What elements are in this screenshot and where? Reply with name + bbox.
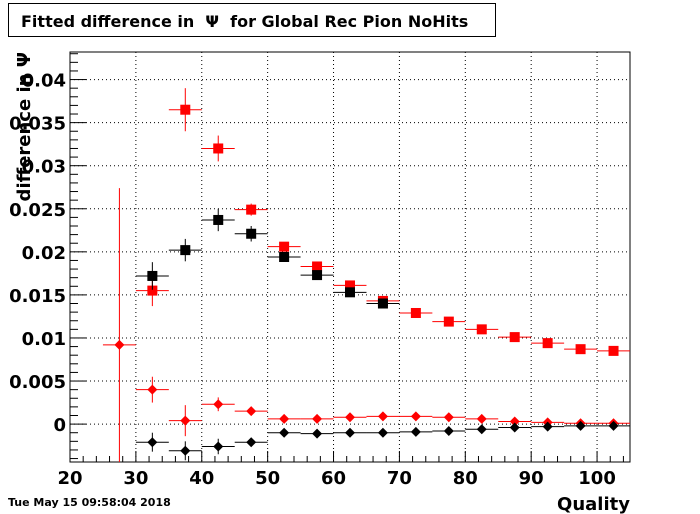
data-point-square (575, 344, 586, 355)
data-point-diamond (410, 426, 421, 437)
data-point-square (542, 338, 553, 349)
data-point-square (410, 307, 421, 318)
timestamp: Tue May 15 09:58:04 2018 (8, 496, 171, 509)
x-tick-label: 60 (321, 468, 346, 489)
data-point-diamond (509, 422, 520, 433)
x-tick-label: 90 (519, 468, 544, 489)
data-point-diamond (147, 437, 158, 448)
data-point-square (279, 252, 290, 262)
data-point-diamond (279, 413, 290, 424)
y-tick-label: 0 (53, 415, 66, 436)
x-tick-label: 20 (57, 468, 82, 489)
data-point-diamond (312, 413, 323, 424)
y-tick-label: 0.03 (22, 157, 66, 178)
data-point-square (345, 280, 355, 291)
data-point-diamond (575, 420, 586, 431)
data-point-diamond (443, 425, 454, 436)
grid (70, 52, 630, 462)
x-axis-title: Quality (557, 494, 630, 514)
data-point-square (246, 204, 257, 215)
data-point-diamond (377, 411, 388, 422)
data-point-diamond (147, 384, 158, 395)
data-point-square (312, 270, 323, 281)
data-point-square (345, 287, 355, 298)
data-point-square (213, 143, 224, 154)
data-point-diamond (180, 415, 191, 426)
data-point-square (476, 324, 487, 335)
data-point-square (147, 285, 158, 296)
data-point-square (246, 228, 257, 239)
data-point-diamond (246, 437, 257, 448)
data-point-diamond (443, 412, 454, 423)
data-point-diamond (279, 427, 290, 438)
series-1 (135, 88, 630, 356)
data-point-diamond (509, 416, 520, 427)
data-point-square (279, 241, 290, 252)
data-point-diamond (377, 427, 388, 438)
x-tick-label: 50 (255, 468, 280, 489)
data-point-diamond (410, 411, 421, 422)
data-point-diamond (608, 420, 619, 431)
data-point-diamond (246, 406, 257, 417)
series-2 (135, 208, 400, 309)
x-tick-label: 30 (123, 468, 148, 489)
data-point-square (312, 261, 323, 272)
y-tick-label: 0.035 (9, 114, 66, 135)
data-point-diamond (180, 445, 191, 456)
y-tick-label: 0.005 (9, 372, 66, 393)
y-tick-label: 0.01 (22, 329, 66, 350)
series-3 (102, 188, 630, 462)
y-tick-label: 0.04 (22, 71, 66, 92)
data-point-square (213, 214, 224, 225)
plot-frame (69, 51, 631, 463)
y-axis-title: difference in Ψ (14, 52, 35, 201)
data-point-diamond (345, 427, 355, 438)
data-point-diamond (114, 339, 125, 350)
chart-title: Fitted difference in Ψ for Global Rec Pi… (21, 12, 469, 31)
title-box: Fitted difference in Ψ for Global Rec Pi… (8, 3, 496, 37)
data-point-diamond (345, 412, 355, 423)
data-point-diamond (213, 441, 224, 452)
data-point-diamond (476, 413, 487, 424)
data-point-square (180, 104, 191, 115)
y-tick-label: 0.015 (9, 286, 66, 307)
data-point-diamond (542, 421, 553, 432)
data-series (102, 88, 630, 462)
y-tick-label: 0.025 (9, 200, 66, 221)
data-point-square (509, 332, 520, 343)
data-point-diamond (213, 399, 224, 410)
data-point-square (377, 298, 388, 309)
x-tick-label: 100 (578, 468, 616, 489)
x-tick-label: 70 (387, 468, 412, 489)
data-point-square (180, 245, 191, 256)
x-tick-label: 40 (189, 468, 214, 489)
series-4 (135, 420, 630, 461)
x-tick-label: 80 (453, 468, 478, 489)
axis-ticks: 20 30 40 50 60 70 80 90 100 0 0.005 0.01 0.015 0.02 0.… (9, 53, 624, 489)
data-point-diamond (312, 428, 323, 439)
data-point-square (443, 316, 454, 327)
data-point-square (608, 345, 619, 356)
data-point-square (147, 270, 158, 281)
data-point-diamond (476, 424, 487, 435)
y-tick-label: 0.02 (22, 243, 66, 264)
